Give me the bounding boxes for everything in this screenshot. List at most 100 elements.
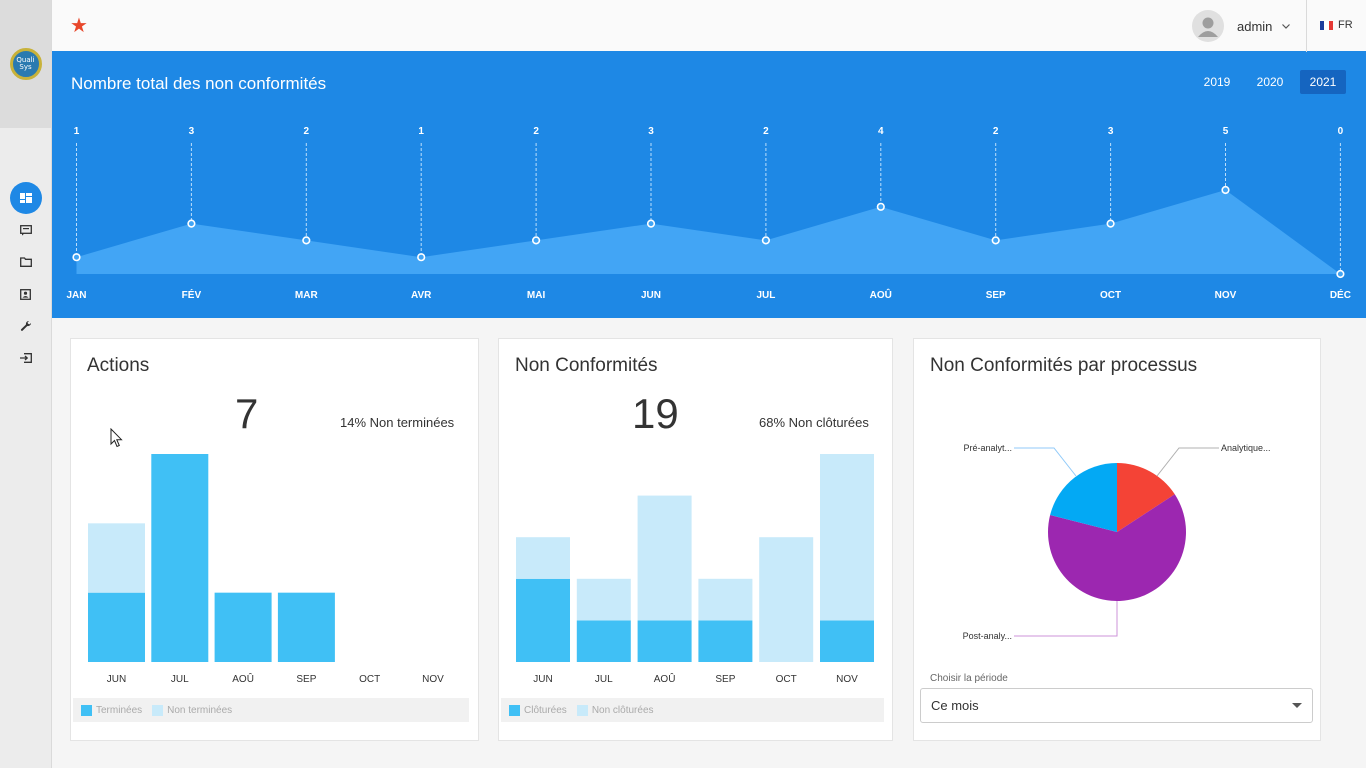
app-logo[interactable]: Quali Sys bbox=[9, 48, 42, 80]
data-point bbox=[1336, 269, 1345, 279]
data-point bbox=[72, 253, 81, 262]
pie-slice bbox=[1048, 494, 1186, 601]
monthly-nc-chart: 1 JAN 3 FÉV 2 MAR 1 AVR 2 MAI 3 JUN 2 JUL 4 AOÛ 2 SEP 3 OCT… bbox=[66, 126, 1350, 301]
value-label: 3 bbox=[648, 126, 654, 137]
value-label: 2 bbox=[533, 126, 539, 137]
sidebar-item-folder[interactable] bbox=[0, 246, 51, 278]
nc-title: Non Conformités bbox=[515, 355, 658, 376]
sidebar-item-contacts[interactable] bbox=[0, 278, 51, 310]
month-label: MAI bbox=[527, 290, 546, 301]
nc-bar-chart: JUN JUL AOÛ SEP OCT NOV bbox=[516, 454, 874, 685]
dropdown-caret-icon bbox=[1292, 703, 1302, 708]
hero-title: Nombre total des non conformités bbox=[71, 74, 327, 93]
value-label: 3 bbox=[189, 126, 195, 137]
area-fill bbox=[76, 190, 1341, 274]
month-label: MAR bbox=[295, 290, 319, 301]
value-label: 0 bbox=[1338, 126, 1344, 137]
value-label: 5 bbox=[1223, 126, 1229, 137]
data-point bbox=[876, 202, 885, 211]
pie-slice bbox=[1050, 463, 1117, 532]
process-card: Analytique... Pré-analyt... Post-analy... … bbox=[913, 338, 1321, 741]
data-point bbox=[991, 236, 1000, 245]
bar bbox=[516, 578, 570, 662]
logo-area: Quali Sys bbox=[0, 0, 51, 128]
top-bar: ★ admin FR bbox=[52, 0, 1366, 52]
comment-icon bbox=[19, 224, 32, 236]
bar bbox=[576, 578, 631, 621]
month-label: OCT bbox=[776, 674, 797, 685]
month-label: NOV bbox=[1215, 290, 1237, 301]
data-point bbox=[187, 219, 196, 228]
month-label: SEP bbox=[296, 674, 316, 685]
bar bbox=[637, 620, 692, 662]
legend-item-done[interactable]: Terminées bbox=[81, 704, 143, 716]
monthly-nc-panel: 1 JAN 3 FÉV 2 MAR 1 AVR 2 MAI 3 JUN 2 JUL 4 AOÛ 2 SEP 3 OCT… bbox=[52, 52, 1366, 318]
actions-legend: Terminées Non terminées bbox=[73, 698, 469, 722]
month-label: JAN bbox=[66, 290, 86, 301]
month-label: JUL bbox=[171, 674, 189, 685]
year-button-2019[interactable]: 2019 bbox=[1203, 75, 1231, 89]
nc-card: JUN JUL AOÛ SEP OCT NOV Non Conformités 19 68… bbox=[498, 338, 893, 741]
actions-total: 7 bbox=[235, 390, 259, 437]
legend-item-not-closed[interactable]: Non clôturées bbox=[576, 704, 654, 716]
language-selector[interactable]: FR bbox=[1320, 19, 1353, 31]
sidebar-item-logout[interactable] bbox=[0, 342, 51, 374]
value-label: 4 bbox=[878, 126, 884, 137]
month-label: JUN bbox=[533, 674, 552, 685]
pie-label: Analytique... bbox=[1221, 443, 1271, 453]
contact-icon bbox=[20, 288, 31, 300]
chevron-down-icon bbox=[1282, 21, 1291, 32]
avatar bbox=[1192, 10, 1224, 42]
favorite-star-icon[interactable]: ★ bbox=[70, 15, 88, 37]
legend-item-not-done[interactable]: Non terminées bbox=[152, 704, 232, 716]
month-label: JUL bbox=[756, 290, 775, 301]
month-label: OCT bbox=[1100, 290, 1121, 301]
user-icon bbox=[1198, 17, 1218, 37]
dashboard-icon bbox=[9, 182, 42, 214]
bar bbox=[576, 620, 631, 662]
legend-label: Clôturées bbox=[524, 704, 567, 716]
sidebar: Quali Sys bbox=[0, 0, 52, 768]
bar bbox=[820, 620, 874, 662]
pie-leader-line bbox=[1014, 601, 1118, 637]
actions-card: JUN JUL AOÛ SEP OCT NOV Actions 7 14% Non ter… bbox=[70, 338, 479, 741]
pie-slice bbox=[1117, 463, 1175, 532]
nc-legend: Clôturées Non clôturées bbox=[501, 698, 884, 722]
data-point bbox=[1106, 219, 1115, 228]
value-label: 3 bbox=[1108, 126, 1114, 137]
bar bbox=[637, 495, 692, 621]
bar bbox=[88, 592, 145, 662]
legend-label: Non clôturées bbox=[591, 704, 654, 716]
legend-label: Terminées bbox=[96, 704, 143, 716]
process-pie-chart: Analytique... Pré-analyt... Post-analy... bbox=[963, 443, 1271, 641]
pie-label: Post-analy... bbox=[963, 631, 1012, 641]
data-point bbox=[302, 236, 311, 245]
sidebar-item-dashboard[interactable] bbox=[0, 182, 51, 214]
month-label: JUN bbox=[107, 674, 126, 685]
user-menu[interactable]: admin bbox=[1192, 10, 1291, 42]
nc-percent: 68% Non clôturées bbox=[759, 415, 869, 430]
period-select[interactable]: Ce mois bbox=[920, 688, 1313, 723]
sidebar-item-comments[interactable] bbox=[0, 214, 51, 246]
data-point bbox=[532, 236, 541, 245]
actions-title: Actions bbox=[87, 355, 150, 376]
logo-text: Quali Sys bbox=[16, 56, 35, 71]
month-label: SEP bbox=[715, 674, 735, 685]
sidebar-item-tools[interactable] bbox=[0, 310, 51, 342]
wrench-icon bbox=[20, 320, 32, 332]
bar bbox=[759, 537, 814, 662]
month-label: AOÛ bbox=[654, 672, 676, 685]
legend-item-closed[interactable]: Clôturées bbox=[509, 704, 567, 716]
pie-leader-line bbox=[1156, 447, 1219, 477]
folder-icon bbox=[19, 257, 32, 267]
month-label: JUN bbox=[641, 290, 661, 301]
year-button-2020[interactable]: 2020 bbox=[1256, 75, 1284, 89]
period-select-label: Choisir la période bbox=[930, 673, 1008, 684]
year-button-2021[interactable]: 2021 bbox=[1300, 70, 1346, 94]
actions-bar-chart: JUN JUL AOÛ SEP OCT NOV bbox=[88, 454, 444, 685]
value-label: 2 bbox=[763, 126, 769, 137]
value-label: 2 bbox=[993, 126, 999, 137]
bar bbox=[698, 578, 753, 621]
legend-swatch bbox=[152, 704, 164, 716]
month-label: AOÛ bbox=[232, 672, 254, 685]
